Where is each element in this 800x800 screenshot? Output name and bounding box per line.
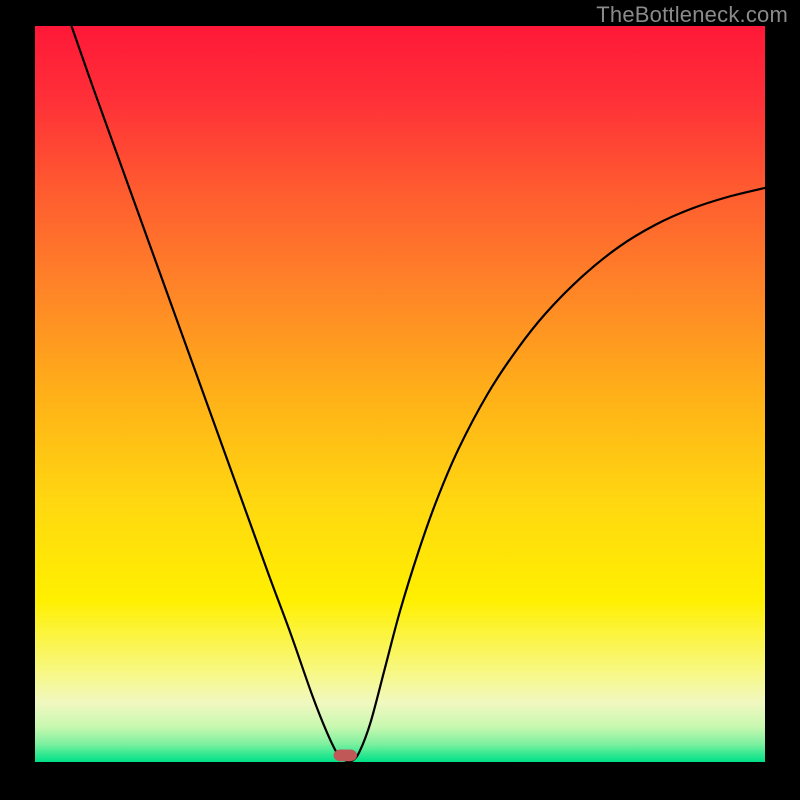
- watermark-text: TheBottleneck.com: [596, 2, 788, 28]
- chart-background: [35, 26, 765, 762]
- chart-svg: [35, 26, 765, 762]
- optimum-marker: [334, 749, 357, 761]
- chart-plot-area: [35, 26, 765, 762]
